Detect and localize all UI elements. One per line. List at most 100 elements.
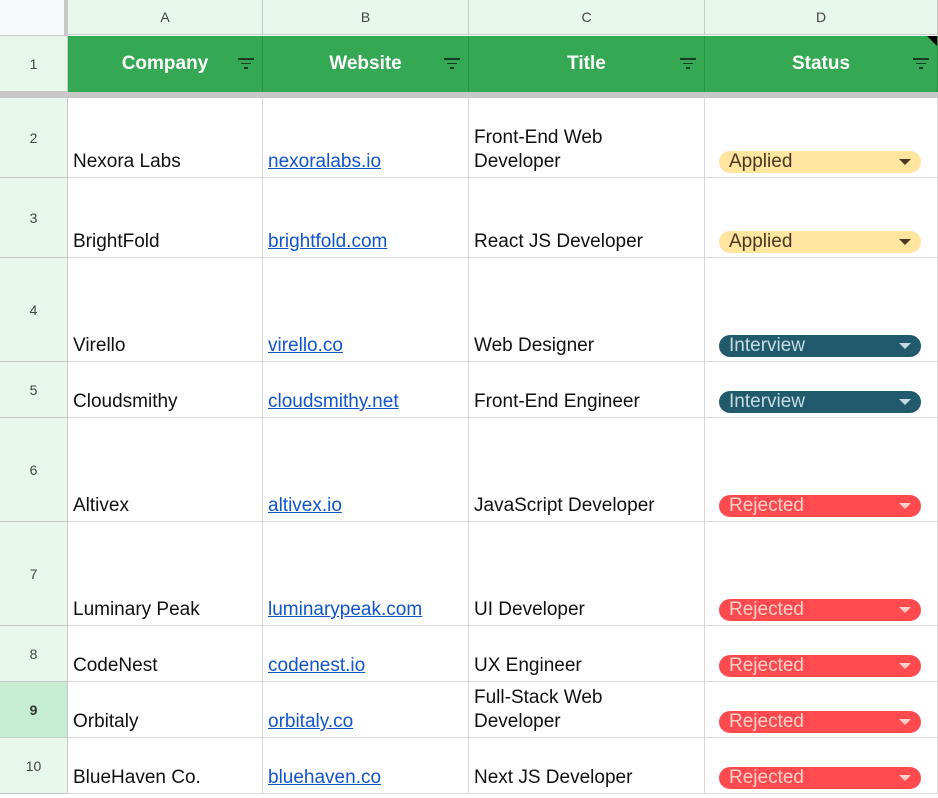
title-cell[interactable]: Front-End Web Developer (469, 98, 705, 178)
status-dropdown-chip[interactable]: Interview (719, 391, 921, 413)
website-cell[interactable]: virello.co (263, 258, 469, 362)
status-cell[interactable]: Rejected (705, 418, 938, 522)
website-cell[interactable]: altivex.io (263, 418, 469, 522)
row-header[interactable]: 2 (0, 98, 68, 178)
title-cell[interactable]: React JS Developer (469, 178, 705, 258)
website-link[interactable]: cloudsmithy.net (268, 391, 399, 412)
status-cell[interactable]: Rejected (705, 738, 938, 794)
status-cell[interactable]: Interview (705, 362, 938, 418)
dropdown-arrow-icon (899, 663, 911, 669)
website-cell[interactable]: bluehaven.co (263, 738, 469, 794)
column-header-c[interactable]: C (469, 0, 705, 35)
column-header-b[interactable]: B (263, 0, 469, 35)
status-label: Interview (729, 391, 806, 412)
status-dropdown-chip[interactable]: Applied (719, 151, 921, 173)
status-dropdown-chip[interactable]: Rejected (719, 711, 921, 733)
title-cell[interactable]: UX Engineer (469, 626, 705, 682)
title-cell[interactable]: Full-Stack Web Developer (469, 682, 705, 738)
filter-icon[interactable] (444, 58, 460, 72)
dropdown-arrow-icon (899, 607, 911, 613)
row-header[interactable]: 7 (0, 522, 68, 626)
status-cell[interactable]: Rejected (705, 522, 938, 626)
job-title: JavaScript Developer (474, 495, 655, 516)
company-name: BrightFold (73, 231, 160, 252)
filter-icon[interactable] (913, 58, 929, 72)
header-cell-company[interactable]: Company (68, 36, 263, 92)
company-name: BlueHaven Co. (73, 767, 201, 788)
company-cell[interactable]: Nexora Labs (68, 98, 263, 178)
row-header[interactable]: 10 (0, 738, 68, 794)
status-dropdown-chip[interactable]: Rejected (719, 599, 921, 621)
website-link[interactable]: orbitaly.co (268, 711, 354, 732)
dropdown-arrow-icon (899, 719, 911, 725)
website-cell[interactable]: orbitaly.co (263, 682, 469, 738)
website-cell[interactable]: nexoralabs.io (263, 98, 469, 178)
status-dropdown-chip[interactable]: Rejected (719, 767, 921, 789)
website-link[interactable]: codenest.io (268, 655, 366, 676)
row-header[interactable]: 3 (0, 178, 68, 258)
title-cell[interactable]: Front-End Engineer (469, 362, 705, 418)
status-dropdown-chip[interactable]: Applied (719, 231, 921, 253)
website-cell[interactable]: cloudsmithy.net (263, 362, 469, 418)
row-header[interactable]: 5 (0, 362, 68, 418)
status-dropdown-chip[interactable]: Interview (719, 335, 921, 357)
header-cell-title[interactable]: Title (469, 36, 705, 92)
company-cell[interactable]: Altivex (68, 418, 263, 522)
title-cell[interactable]: JavaScript Developer (469, 418, 705, 522)
row-header[interactable]: 6 (0, 418, 68, 522)
company-name: Cloudsmithy (73, 391, 178, 412)
dropdown-arrow-icon (899, 239, 911, 245)
website-link[interactable]: virello.co (268, 335, 343, 356)
website-cell[interactable]: luminarypeak.com (263, 522, 469, 626)
filter-icon[interactable] (238, 58, 254, 72)
freeze-divider[interactable] (0, 92, 938, 98)
row-header[interactable]: 9 (0, 682, 68, 738)
header-cell-website[interactable]: Website (263, 36, 469, 92)
website-link[interactable]: luminarypeak.com (268, 599, 423, 620)
status-dropdown-chip[interactable]: Rejected (719, 495, 921, 517)
status-dropdown-chip[interactable]: Rejected (719, 655, 921, 677)
job-title: Full-Stack Web Developer (474, 687, 603, 732)
company-cell[interactable]: Virello (68, 258, 263, 362)
header-label: Company (121, 53, 209, 74)
job-title: React JS Developer (474, 231, 643, 252)
company-cell[interactable]: BlueHaven Co. (68, 738, 263, 794)
company-cell[interactable]: BrightFold (68, 178, 263, 258)
dropdown-arrow-icon (899, 343, 911, 349)
column-header-a[interactable]: A (68, 0, 263, 35)
row-header[interactable]: 8 (0, 626, 68, 682)
row-header[interactable]: 4 (0, 258, 68, 362)
status-cell[interactable]: Interview (705, 258, 938, 362)
job-title: Web Designer (474, 335, 595, 356)
website-link[interactable]: nexoralabs.io (268, 151, 382, 172)
website-link[interactable]: altivex.io (268, 495, 342, 516)
company-name: Orbitaly (73, 711, 139, 732)
status-cell[interactable]: Rejected (705, 626, 938, 682)
title-cell[interactable]: UI Developer (469, 522, 705, 626)
select-all-corner[interactable] (0, 0, 68, 36)
website-cell[interactable]: codenest.io (263, 626, 469, 682)
company-cell[interactable]: Cloudsmithy (68, 362, 263, 418)
website-link[interactable]: bluehaven.co (268, 767, 382, 788)
column-header-d[interactable]: D (705, 0, 938, 35)
company-cell[interactable]: CodeNest (68, 626, 263, 682)
status-cell[interactable]: Applied (705, 98, 938, 178)
website-cell[interactable]: brightfold.com (263, 178, 469, 258)
status-label: Applied (729, 231, 793, 252)
job-title: Next JS Developer (474, 767, 633, 788)
company-name: CodeNest (73, 655, 158, 676)
website-link[interactable]: brightfold.com (268, 231, 388, 252)
company-name: Nexora Labs (73, 151, 181, 172)
header-cell-status[interactable]: Status (705, 36, 938, 92)
company-name: Virello (73, 335, 126, 356)
job-title: UI Developer (474, 599, 585, 620)
status-cell[interactable]: Applied (705, 178, 938, 258)
filter-icon[interactable] (680, 58, 696, 72)
title-cell[interactable]: Next JS Developer (469, 738, 705, 794)
company-cell[interactable]: Luminary Peak (68, 522, 263, 626)
row-header[interactable]: 1 (0, 36, 68, 92)
title-cell[interactable]: Web Designer (469, 258, 705, 362)
status-cell[interactable]: Rejected (705, 682, 938, 738)
company-cell[interactable]: Orbitaly (68, 682, 263, 738)
